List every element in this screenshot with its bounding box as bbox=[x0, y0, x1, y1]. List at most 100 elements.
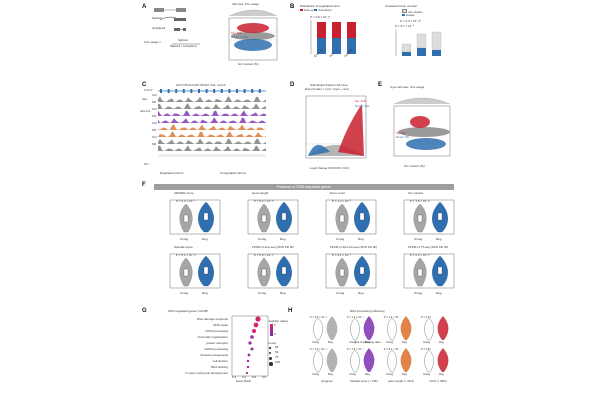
violin-title: FPKM of TT-seq (SON KD 3h) bbox=[408, 245, 449, 249]
violin-xlabel-reg: Reg bbox=[436, 237, 442, 241]
panel-b-title-right: Clustered intron number bbox=[385, 4, 418, 8]
go-term-label: rRNA processing bbox=[205, 329, 228, 333]
h-xlabel-unreg: Unreg bbox=[312, 373, 320, 376]
violin-plot bbox=[247, 199, 299, 235]
panel-g-dotplot bbox=[231, 315, 269, 377]
panel-b-left-bar-up bbox=[347, 22, 356, 38]
h-violin-plot bbox=[424, 348, 449, 373]
panel-c-xleft: Regulated introns bbox=[160, 171, 184, 175]
panel-a-scatter bbox=[228, 9, 278, 61]
panel-g-legend-color-title: -log10(p value) bbox=[268, 319, 289, 323]
go-term-label: DNA repair bbox=[213, 323, 228, 327]
usage-label: 3'ss usage = bbox=[144, 40, 161, 44]
go-dot bbox=[246, 359, 250, 363]
violin-title: CRISPR score bbox=[174, 191, 194, 195]
h-p-value: P = 1.1 × 10⁻¹⁴ bbox=[347, 316, 365, 319]
go-dot bbox=[247, 353, 251, 357]
h-p-value: P = 0.87 bbox=[421, 348, 431, 351]
go-term-label: DNA damage response bbox=[196, 317, 228, 321]
panel-b-right-bar-cluster bbox=[432, 50, 441, 56]
panel-d-volcano bbox=[305, 95, 367, 159]
panel-f-label: F bbox=[142, 182, 146, 188]
panel-g-legend-size-title: Count bbox=[268, 341, 277, 345]
box-reg bbox=[203, 266, 209, 275]
h-xlabel-unreg: Unreg bbox=[423, 373, 431, 376]
h-group-label: All genes bbox=[321, 379, 333, 383]
figure: A Spliced Unspliced 3'ss usage = Spliced… bbox=[140, 0, 462, 400]
h-violin-reg bbox=[326, 348, 338, 372]
panel-b-title-left: Distribution of regulated intron bbox=[300, 4, 341, 8]
go-term-label: cell division bbox=[212, 359, 228, 363]
panel-c-locus: chr17:56,613,607-56,627,141, mm10 bbox=[176, 83, 226, 87]
violin-title: Gene length bbox=[252, 191, 269, 195]
gene-model-exon bbox=[167, 89, 170, 93]
panel-g-xlabel: Gene Ratio bbox=[236, 379, 252, 383]
violin-xlabel-reg: Reg bbox=[280, 237, 286, 241]
panel-b-p-right1: P = 3.7 × 10⁻⁹ bbox=[395, 24, 415, 28]
h-violin-reg bbox=[400, 316, 412, 340]
h-violin-reg bbox=[437, 348, 449, 372]
panel-c-track-label: Ctrl bbox=[152, 135, 157, 139]
panel-c-label: C bbox=[142, 82, 147, 88]
h-violin-unreg bbox=[350, 349, 360, 373]
box-unreg bbox=[183, 268, 189, 277]
box-reg bbox=[359, 266, 365, 275]
violin-frame bbox=[403, 199, 455, 235]
go-size-tick: 50 bbox=[275, 350, 279, 354]
gene-model-exon bbox=[213, 89, 216, 93]
violin-p-value: P = 5.3 × 10⁻⁹ bbox=[176, 199, 196, 203]
panel-c-group1: 4sU bbox=[142, 97, 148, 101]
violin-p-value: P = 1.5 × 10⁻¹² bbox=[410, 199, 430, 203]
violin-title: FPKM of 4sU-KA-seq (SON KD 3h) bbox=[330, 245, 378, 249]
h-p-value: P = 2.9 × 10⁻²⁵ bbox=[310, 316, 328, 319]
spliced-label: Spliced bbox=[152, 16, 162, 20]
violin-frame bbox=[247, 253, 299, 289]
go-dot bbox=[248, 341, 252, 345]
panel-b-left-bar-up bbox=[317, 22, 326, 38]
h-p-value: P = 1.3 × 10⁻⁴ bbox=[384, 316, 401, 319]
go-size-dot bbox=[269, 362, 273, 366]
gene-model-exon bbox=[243, 89, 246, 93]
box-unreg bbox=[417, 268, 423, 277]
violin-plot bbox=[247, 253, 299, 289]
h-xlabel-reg: Reg bbox=[439, 373, 444, 376]
panel-a-up: Up: 709 bbox=[231, 31, 242, 35]
panel-e-label: E bbox=[378, 82, 383, 88]
panel-b-label: B bbox=[290, 4, 295, 10]
gene-model-exon bbox=[251, 89, 254, 93]
h-xlabel-reg: Reg bbox=[328, 341, 333, 344]
violin-frame bbox=[247, 199, 299, 235]
panel-a-scatter-title: 4sU seq: 3'ss usage bbox=[232, 2, 259, 6]
panel-b-right-bar-noncluster bbox=[416, 33, 427, 49]
panel-c-track-label: KD bbox=[152, 142, 157, 146]
violin-title: Exon count bbox=[330, 191, 346, 195]
violin-xlabel-reg: Reg bbox=[436, 291, 442, 295]
violin-xlabel-unreg: Unreg bbox=[414, 237, 423, 241]
h-group-label: gene length (> 23rd) bbox=[388, 379, 414, 383]
h-xlabel-unreg: Unreg bbox=[386, 373, 394, 376]
violin-frame bbox=[169, 199, 221, 235]
go-color-tick: 6 bbox=[274, 323, 276, 327]
violin-xlabel-unreg: Unreg bbox=[258, 237, 267, 241]
go-term-label: ribosome biogenesis bbox=[200, 353, 228, 357]
h-violin-plot bbox=[387, 316, 412, 341]
box-unreg bbox=[339, 214, 345, 223]
violin-plot bbox=[403, 199, 455, 235]
violin-p-value: P = 5.3 × 10⁻¹⁴ bbox=[254, 199, 275, 203]
h-violin-plot bbox=[313, 348, 338, 373]
panel-c-track-label: KD bbox=[152, 114, 157, 118]
gc-track bbox=[158, 154, 266, 157]
go-size-tick: 25 bbox=[275, 345, 279, 349]
violin-xlabel-reg: Reg bbox=[358, 291, 364, 295]
box-unreg bbox=[183, 214, 189, 223]
box-reg bbox=[203, 212, 209, 221]
h-violin-unreg bbox=[424, 349, 434, 373]
h-xlabel-unreg: Unreg bbox=[312, 341, 320, 344]
panel-f-banner: Features of SON-regulated genes bbox=[154, 184, 454, 190]
h-violin-plot bbox=[350, 316, 375, 341]
go-frame bbox=[231, 315, 269, 377]
violin-frame bbox=[403, 253, 455, 289]
go-xtick: 0.6 bbox=[262, 375, 267, 379]
panel-c-xright: Unregulated introns bbox=[220, 171, 247, 175]
violin-xlabel-unreg: Unreg bbox=[336, 237, 345, 241]
